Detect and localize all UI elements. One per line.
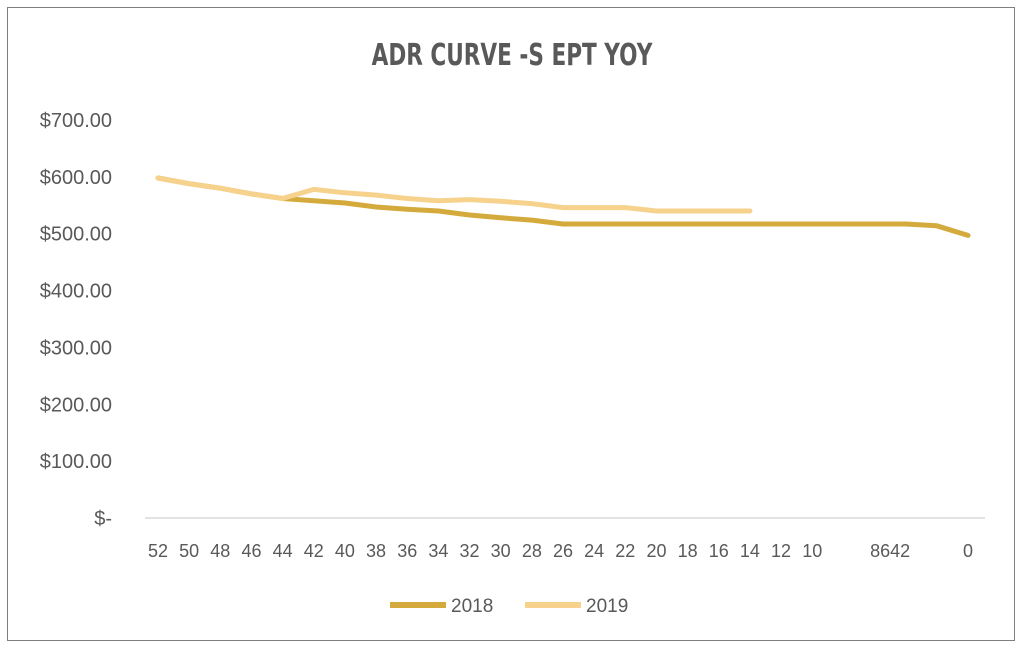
x-tick-label: 38	[366, 541, 386, 561]
y-tick-label: $400.00	[40, 281, 112, 303]
legend-label-2019: 2019	[586, 596, 628, 617]
y-tick-label: $300.00	[40, 337, 112, 359]
x-tick-label: 48	[210, 541, 230, 561]
legend: 2018 2019	[390, 596, 628, 617]
series-line-2018	[155, 175, 971, 238]
x-axis-ticks: 52 50 48 46 44 42 40 38 36 34 32 30 28 26 24 22 20 18 16 14…	[148, 541, 973, 561]
x-tick-label: 12	[771, 541, 791, 561]
x-tick-label: 14	[740, 541, 760, 561]
y-tick-label: $200.00	[40, 394, 112, 416]
x-tick-label: 10	[802, 541, 822, 561]
x-tick-label: 20	[646, 541, 666, 561]
x-tick-label: 24	[584, 541, 604, 561]
y-tick-label: $600.00	[40, 167, 112, 189]
x-tick-label: 44	[273, 541, 293, 561]
x-tick-label: 32	[460, 541, 480, 561]
x-tick-label: 0	[963, 541, 973, 561]
y-tick-label: $500.00	[40, 224, 112, 246]
x-tick-label: 34	[428, 541, 448, 561]
series-lines	[155, 175, 971, 238]
x-tick-label: 46	[241, 541, 261, 561]
x-tick-label: 36	[397, 541, 417, 561]
x-tick-label: 52	[148, 541, 168, 561]
y-tick-label: $700.00	[40, 110, 112, 132]
x-tick-label: 8642	[870, 541, 910, 561]
y-axis-ticks: $- $100.00 $200.00 $300.00 $400.00 $500.00 $60…	[40, 110, 112, 530]
y-tick-label: $-	[94, 508, 112, 530]
x-tick-label: 22	[615, 541, 635, 561]
x-tick-label: 18	[678, 541, 698, 561]
x-tick-label: 26	[553, 541, 573, 561]
x-tick-label: 42	[304, 541, 324, 561]
y-tick-label: $100.00	[40, 451, 112, 473]
chart-frame	[7, 7, 1015, 641]
chart-title: ADR CURVE -S EPT YOY	[371, 38, 653, 73]
x-tick-label: 30	[491, 541, 511, 561]
x-tick-label: 40	[335, 541, 355, 561]
x-tick-label: 50	[179, 541, 199, 561]
x-tick-label: 28	[522, 541, 542, 561]
x-tick-label: 16	[709, 541, 729, 561]
series-line-2019	[155, 175, 753, 214]
legend-label-2018: 2018	[451, 596, 493, 617]
